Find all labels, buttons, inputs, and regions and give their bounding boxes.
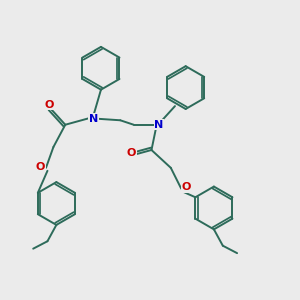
Text: O: O (36, 162, 45, 172)
Text: O: O (44, 100, 54, 110)
Text: O: O (127, 148, 136, 158)
Text: N: N (154, 120, 164, 130)
Text: N: N (89, 114, 98, 124)
Text: O: O (182, 182, 191, 192)
